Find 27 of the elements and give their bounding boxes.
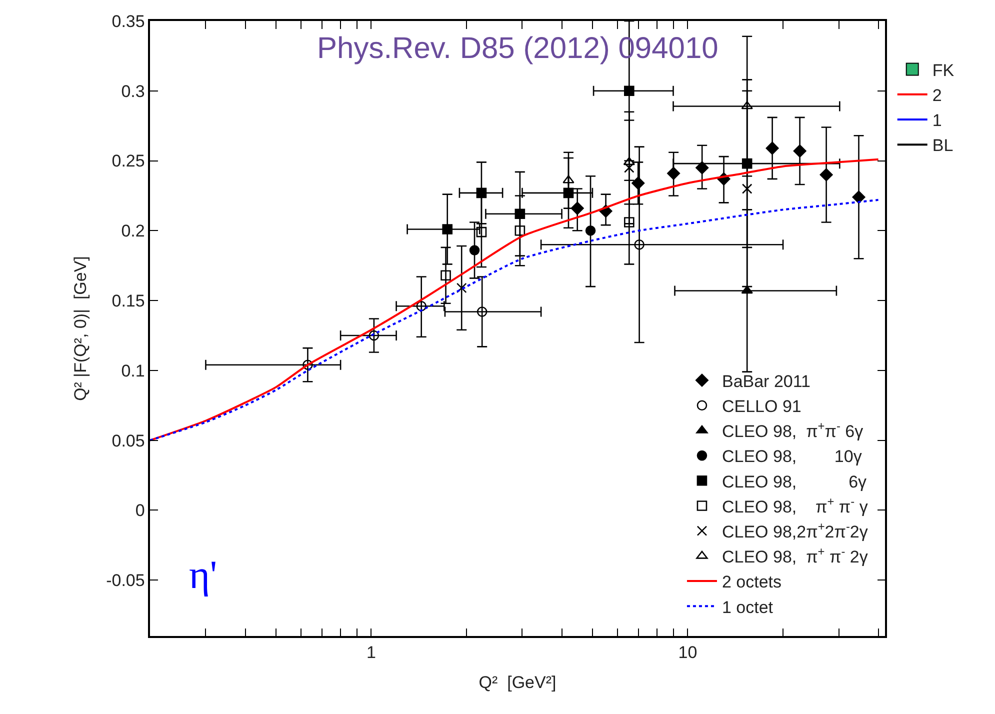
y-tick-label: 0.05 [112, 431, 145, 450]
y-tick-label: 0.25 [112, 152, 145, 171]
y-tick-label: 0.1 [121, 361, 145, 380]
legend-label: 2 [932, 86, 942, 106]
legend-label: CLEO 98, π$^{+}$ π$^{-}$ 2γ [722, 544, 868, 567]
legend-label: CLEO 98, 10γ [722, 447, 862, 466]
y-tick-label: 0 [135, 501, 145, 520]
y-tick-label: 0.3 [121, 82, 145, 101]
legend-label: BaBar 2011 [722, 372, 811, 391]
legend-label: BL [932, 136, 954, 156]
legend-label: CLEO 98, π$^{+}$π$^{-}$ 6γ [722, 418, 864, 442]
legend-label: FK [932, 60, 955, 80]
legend-label: CLEO 98, π$^{+}$ π$^{-}$ γ [722, 494, 868, 516]
legend-label: 1 [932, 111, 942, 130]
y-tick-label: 0.15 [112, 292, 145, 310]
legend-label: 2 octets [722, 572, 782, 592]
legend-label: CELLO 91 [722, 396, 802, 416]
y-tick-label: -0.05 [106, 571, 145, 590]
legend-label: 1 octet [722, 598, 774, 617]
y-tick-label: 0.35 [112, 12, 145, 31]
y-axis-title: Q² |F(Q², 0)| [GeV] [71, 256, 90, 401]
x-axis-title: Q² [GeV²] [478, 673, 556, 692]
y-tick-label: 0.2 [121, 222, 145, 241]
annotation: η' [189, 552, 218, 597]
legend-label: CLEO 98, 6γ [722, 472, 868, 492]
x-tick-label: 10 [678, 643, 698, 662]
legend-label: CLEO 98,2π$^{+}$2π$^{-}$2γ [722, 519, 868, 542]
